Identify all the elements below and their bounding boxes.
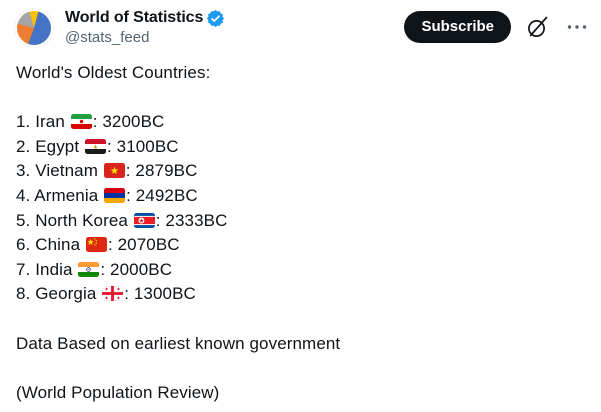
more-ellipsis-icon bbox=[567, 25, 587, 29]
vietnam-flag-icon bbox=[103, 163, 125, 179]
item-suffix: : 2070BC bbox=[107, 235, 180, 255]
more-button[interactable] bbox=[565, 15, 589, 39]
author-name-row: World of Statistics bbox=[65, 9, 225, 27]
item-prefix: 8. Georgia bbox=[16, 284, 102, 304]
georgia-flag-icon bbox=[102, 286, 124, 302]
item-suffix: : 3200BC bbox=[92, 112, 165, 132]
india-flag-icon bbox=[78, 261, 100, 277]
item-suffix: : 1300BC bbox=[124, 284, 196, 304]
tweet-header: World of Statistics @stats_feed Subscrib… bbox=[0, 0, 601, 48]
item-suffix: : 2000BC bbox=[100, 259, 173, 279]
country-list-item: 6. China : 2070BC bbox=[16, 233, 585, 258]
country-list-item: 7. India : 2000BC bbox=[16, 258, 585, 283]
tweet-note: Data Based on earliest known government bbox=[16, 333, 341, 353]
blank-line bbox=[16, 356, 585, 381]
item-suffix: : 2492BC bbox=[126, 185, 198, 205]
header-actions: Subscribe bbox=[404, 8, 589, 43]
country-list-item: 1. Iran : 3200BC bbox=[16, 110, 585, 135]
country-list-item: 2. Egypt : 3100BC bbox=[16, 135, 585, 160]
tweet-source: (World Population Review) bbox=[16, 382, 220, 402]
item-prefix: 4. Armenia bbox=[16, 185, 104, 205]
author-block: World of Statistics @stats_feed bbox=[65, 8, 225, 46]
item-prefix: 6. China bbox=[16, 235, 85, 255]
country-list-item: 5. North Korea : 2333BC bbox=[16, 209, 585, 234]
item-suffix: : 3100BC bbox=[107, 136, 179, 156]
country-list-item: 8. Georgia : 1300BC bbox=[16, 282, 585, 307]
avatar[interactable] bbox=[14, 8, 54, 48]
subscribe-button[interactable]: Subscribe bbox=[404, 11, 511, 43]
item-prefix: 7. India bbox=[16, 259, 78, 279]
country-list-item: 4. Armenia : 2492BC bbox=[16, 184, 585, 209]
item-prefix: 5. North Korea bbox=[16, 210, 133, 230]
tweet-title: World's Oldest Countries: bbox=[16, 63, 211, 82]
country-list-item: 3. Vietnam : 2879BC bbox=[16, 159, 585, 184]
tweet-text: World's Oldest Countries: 1. Iran : 3200… bbox=[0, 61, 601, 405]
egypt-flag-icon bbox=[85, 138, 106, 154]
pie-chart-avatar-icon bbox=[17, 11, 51, 45]
china-flag-icon bbox=[85, 237, 107, 253]
display-name[interactable]: World of Statistics bbox=[65, 9, 204, 26]
grok-button[interactable] bbox=[526, 14, 550, 40]
handle[interactable]: @stats_feed bbox=[65, 29, 150, 46]
blank-line bbox=[16, 307, 585, 332]
item-suffix: : 2879BC bbox=[125, 161, 198, 181]
north-korea-flag-icon bbox=[133, 212, 155, 228]
grok-icon bbox=[528, 16, 548, 37]
iran-flag-icon bbox=[70, 114, 92, 130]
blank-line bbox=[16, 86, 585, 111]
verified-badge-icon bbox=[207, 9, 225, 27]
item-prefix: 1. Iran bbox=[16, 112, 70, 132]
item-prefix: 2. Egypt bbox=[16, 136, 84, 156]
armenia-flag-icon bbox=[104, 187, 126, 203]
item-prefix: 3. Vietnam bbox=[16, 161, 103, 181]
item-suffix: : 2333BC bbox=[155, 210, 228, 230]
